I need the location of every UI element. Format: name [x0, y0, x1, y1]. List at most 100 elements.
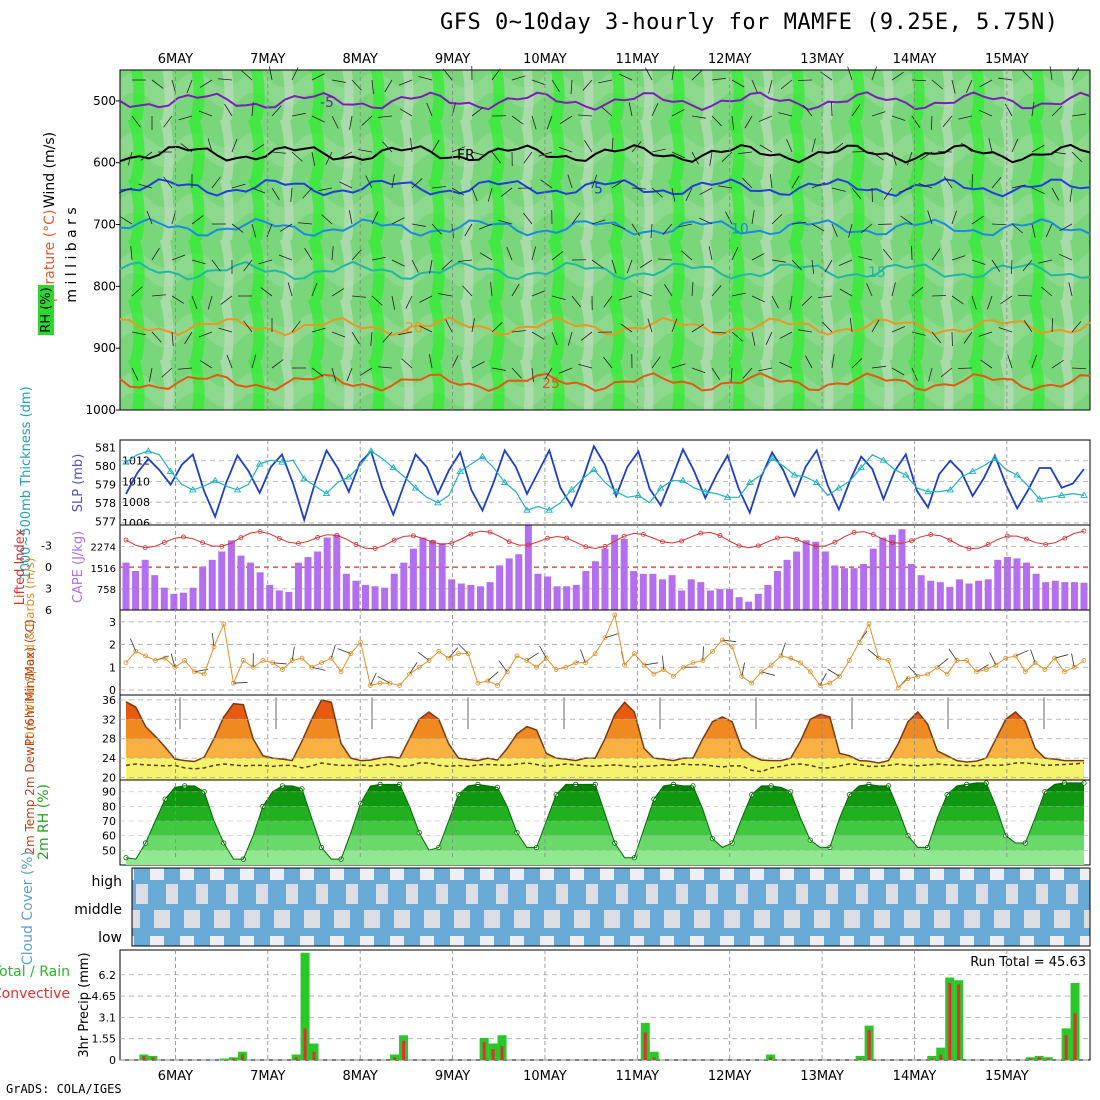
- wind-barb: [458, 259, 473, 262]
- surface-wind-barb: [989, 652, 997, 666]
- wind-barb: [631, 141, 642, 153]
- wind-speed-marker: [856, 639, 862, 645]
- wind-barb: [311, 73, 325, 81]
- cape-bar: [726, 589, 734, 610]
- wind-barb: [961, 142, 973, 153]
- precip-tick: 0: [109, 1054, 116, 1067]
- precip-convective-bar: [142, 1055, 146, 1060]
- wind-barb: [1071, 151, 1083, 163]
- wind-barb: [664, 284, 673, 297]
- li-marker: [1024, 536, 1029, 542]
- cape-bar: [572, 584, 580, 610]
- precip-legend-convective: Convective: [0, 986, 70, 1002]
- surface-wind-barb: [233, 682, 248, 684]
- temp-tick: 36: [102, 694, 116, 707]
- thickness-marker: [924, 487, 932, 495]
- wind-barb: [871, 319, 880, 333]
- surface-wind-barb: [741, 662, 745, 677]
- wind-barb: [937, 150, 953, 153]
- wind-barb: [302, 187, 313, 199]
- cape-bar: [304, 557, 312, 610]
- cape-bar: [132, 570, 140, 610]
- wind-speed-marker: [407, 671, 412, 677]
- wind-speed-marker: [172, 664, 178, 670]
- wind-barb: [370, 331, 373, 346]
- thickness-line: [125, 450, 1085, 511]
- wind-barb: [318, 187, 333, 192]
- li-tick: 0: [45, 561, 52, 574]
- thickness-marker: [567, 486, 576, 493]
- wind-barb: [1031, 144, 1045, 153]
- thickness-marker: [545, 506, 554, 513]
- wind-barb: [426, 102, 433, 117]
- wind-barb: [731, 79, 745, 88]
- cape-bar: [821, 551, 829, 610]
- wind-barb: [171, 331, 174, 346]
- precip-convective-bar: [867, 1029, 871, 1060]
- wind-barb: [278, 254, 293, 261]
- thickness-tick: 578: [95, 497, 116, 510]
- wind-barb: [778, 112, 793, 117]
- cape-bar: [505, 558, 513, 610]
- wind-barb: [742, 367, 753, 379]
- surface-wind-barb: [526, 652, 539, 661]
- surface-wind-barb: [211, 632, 215, 647]
- precip-tick: 4.65: [92, 990, 117, 1003]
- wind-barb: [544, 367, 553, 381]
- isotherm-line: [119, 217, 1091, 237]
- wind-barb: [708, 246, 713, 261]
- temp-tick: 24: [102, 752, 116, 765]
- wind-barb: [786, 138, 793, 153]
- cape-bar: [1042, 582, 1050, 610]
- wind-barb: [198, 331, 213, 338]
- cloud-cover-axis-label: Cloud Cover (%): [20, 851, 36, 965]
- wind-barb: [391, 217, 405, 225]
- wind-barb: [920, 151, 933, 161]
- wind-barb: [487, 187, 493, 202]
- wind10m-axis-label: 10m Wind Speed & Barbs (m/s): [23, 558, 37, 747]
- cape-bar: [496, 565, 504, 610]
- cape-bar: [476, 586, 484, 610]
- cape-bar: [553, 586, 561, 610]
- precip-convective-bar: [402, 1040, 406, 1060]
- precip-convective-bar: [643, 1032, 647, 1060]
- wind-barb: [911, 286, 924, 297]
- wind-barb: [251, 144, 265, 153]
- wind-barb: [721, 151, 733, 163]
- wind-barb: [464, 223, 473, 237]
- wind-speed-marker: [651, 671, 657, 677]
- wind-barb: [611, 180, 624, 189]
- wind-barb: [671, 187, 676, 202]
- wind-barb: [711, 115, 723, 127]
- thickness-tick: 580: [95, 460, 116, 473]
- date-label-bottom: 15MAY: [985, 1069, 1029, 1084]
- wind-barb: [382, 141, 393, 153]
- precip-convective-bar: [482, 1042, 486, 1060]
- wind-barb: [171, 254, 186, 261]
- wind-speed-marker: [446, 655, 451, 661]
- wind-barb: [445, 319, 453, 333]
- surface-wind-barb: [1015, 650, 1029, 657]
- thickness-marker: [389, 463, 398, 471]
- thickness-marker: [456, 467, 464, 474]
- precip-total-bar: [219, 1058, 229, 1060]
- wind-speed-marker: [1052, 655, 1058, 661]
- wind-barb: [591, 219, 606, 225]
- wind-barb: [1051, 317, 1054, 333]
- pressure-tick: 600: [93, 156, 116, 170]
- wind-barb: [927, 210, 933, 225]
- thickness-marker: [478, 452, 487, 460]
- wind-barb: [349, 115, 353, 130]
- slp-tick: 1010: [122, 475, 150, 488]
- wind-barb: [291, 67, 299, 81]
- wind-barb: [631, 187, 646, 190]
- thickness-marker: [367, 447, 375, 454]
- surface-wind-barb: [907, 665, 919, 677]
- wind-barb: [651, 356, 661, 369]
- wind-barb: [371, 211, 379, 225]
- cape-bar: [333, 534, 341, 610]
- surface-wind-barb: [976, 664, 989, 673]
- precip-convective-bar: [858, 1058, 862, 1060]
- precip-convective-bar: [1028, 1058, 1032, 1060]
